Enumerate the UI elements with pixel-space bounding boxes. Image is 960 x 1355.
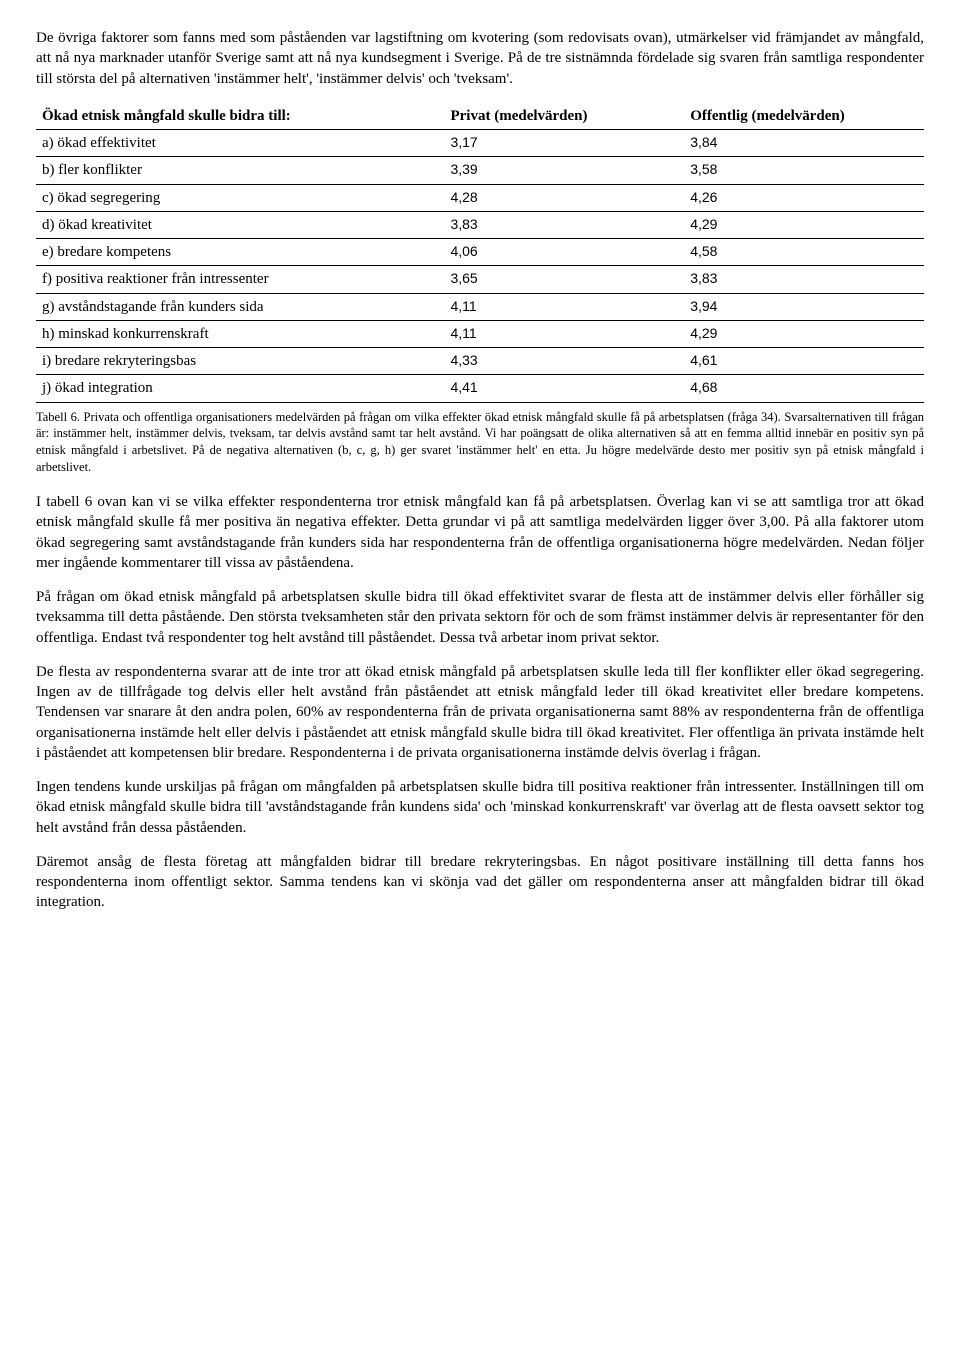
intro-paragraph: De övriga faktorer som fanns med som pås… <box>36 28 924 89</box>
row-privat: 4,06 <box>444 239 684 266</box>
row-privat: 4,11 <box>444 320 684 347</box>
body-paragraph: De flesta av respondenterna svarar att d… <box>36 662 924 763</box>
table-row: f) positiva reaktioner från intressenter… <box>36 266 924 293</box>
row-privat: 4,28 <box>444 184 684 211</box>
body-paragraph: Däremot ansåg de flesta företag att mång… <box>36 852 924 913</box>
row-privat: 3,65 <box>444 266 684 293</box>
table-row: h) minskad konkurrenskraft4,114,29 <box>36 320 924 347</box>
row-label: h) minskad konkurrenskraft <box>36 320 444 347</box>
table-6: Ökad etnisk mångfald skulle bidra till: … <box>36 103 924 403</box>
row-label: g) avståndstagande från kunders sida <box>36 293 444 320</box>
row-offentlig: 3,83 <box>684 266 924 293</box>
row-offentlig: 3,94 <box>684 293 924 320</box>
row-label: e) bredare kompetens <box>36 239 444 266</box>
row-offentlig: 4,61 <box>684 348 924 375</box>
table-caption: Tabell 6. Privata och offentliga organis… <box>36 409 924 477</box>
table-row: e) bredare kompetens4,064,58 <box>36 239 924 266</box>
body-paragraph: Ingen tendens kunde urskiljas på frågan … <box>36 777 924 838</box>
row-label: i) bredare rekryteringsbas <box>36 348 444 375</box>
table-header-offentlig: Offentlig (medelvärden) <box>684 103 924 130</box>
table-row: i) bredare rekryteringsbas4,334,61 <box>36 348 924 375</box>
row-privat: 3,39 <box>444 157 684 184</box>
row-label: a) ökad effektivitet <box>36 130 444 157</box>
row-offentlig: 3,84 <box>684 130 924 157</box>
row-offentlig: 4,58 <box>684 239 924 266</box>
row-label: d) ökad kreativitet <box>36 211 444 238</box>
table-row: g) avståndstagande från kunders sida4,11… <box>36 293 924 320</box>
table-header-label: Ökad etnisk mångfald skulle bidra till: <box>36 103 444 130</box>
table-row: d) ökad kreativitet3,834,29 <box>36 211 924 238</box>
row-privat: 4,11 <box>444 293 684 320</box>
row-offentlig: 4,29 <box>684 211 924 238</box>
row-privat: 3,83 <box>444 211 684 238</box>
row-label: j) ökad integration <box>36 375 444 402</box>
table-row: j) ökad integration4,414,68 <box>36 375 924 402</box>
body-paragraph: I tabell 6 ovan kan vi se vilka effekter… <box>36 492 924 573</box>
row-label: c) ökad segregering <box>36 184 444 211</box>
row-privat: 3,17 <box>444 130 684 157</box>
table-body: a) ökad effektivitet3,173,84b) fler konf… <box>36 130 924 403</box>
table-header-privat: Privat (medelvärden) <box>444 103 684 130</box>
row-offentlig: 4,29 <box>684 320 924 347</box>
row-offentlig: 4,26 <box>684 184 924 211</box>
table-row: b) fler konflikter3,393,58 <box>36 157 924 184</box>
row-offentlig: 3,58 <box>684 157 924 184</box>
table-row: c) ökad segregering4,284,26 <box>36 184 924 211</box>
row-privat: 4,33 <box>444 348 684 375</box>
row-label: f) positiva reaktioner från intressenter <box>36 266 444 293</box>
table-row: a) ökad effektivitet3,173,84 <box>36 130 924 157</box>
row-offentlig: 4,68 <box>684 375 924 402</box>
row-label: b) fler konflikter <box>36 157 444 184</box>
body-paragraph: På frågan om ökad etnisk mångfald på arb… <box>36 587 924 648</box>
row-privat: 4,41 <box>444 375 684 402</box>
